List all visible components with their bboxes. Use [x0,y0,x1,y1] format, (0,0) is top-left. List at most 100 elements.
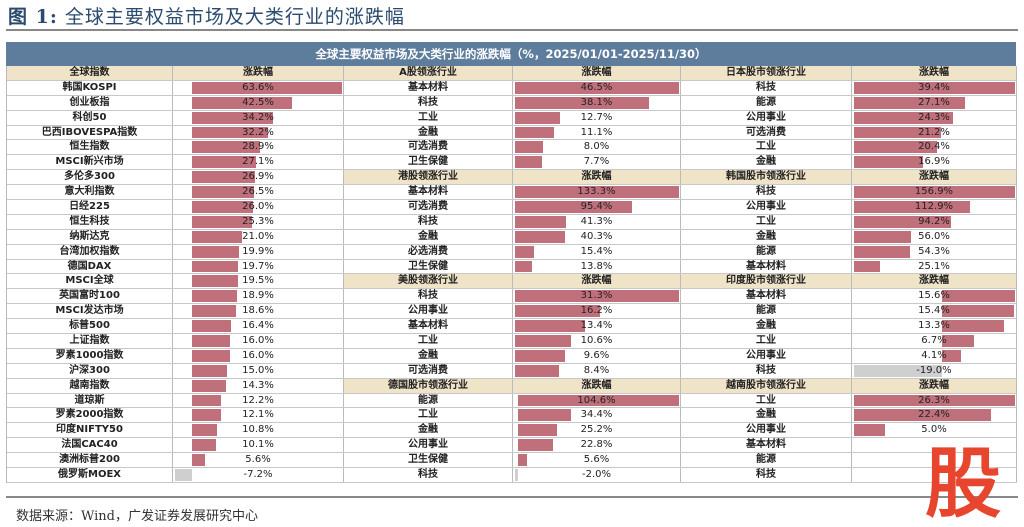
row-value: 11.1% [580,126,613,138]
table-row: 科技 -19.0% [681,363,1017,379]
row-value-cell: -7.2% [173,468,344,482]
row-value-cell: 16.4% [173,319,344,334]
row-value-cell: 56.0% [852,229,1017,244]
positive-bar [191,394,221,407]
row-value-cell: 10.6% [513,334,681,348]
row-value: 10.1% [242,439,274,451]
row-value-cell: 18.9% [173,289,344,304]
section-header: 日本股市领涨行业 [681,66,852,80]
row-value: 31.3% [580,290,613,302]
positive-bar [191,215,252,228]
table-row: 科技 39.4% [681,80,1017,96]
row-value-cell: 16.2% [513,304,681,319]
row-name: 可选消费 [344,140,513,155]
row-value: 26.0% [242,201,274,213]
table-row: 科技 [681,468,1017,483]
row-value: 8.4% [583,364,610,376]
table-row: 卫生保健 7.7% [344,155,681,171]
value-header: 涨跌幅 [173,66,344,80]
value-header: 涨跌幅 [513,170,681,185]
section-header: 越南股市领涨行业 [681,378,852,393]
table-row: 工业 34.4% [344,408,681,424]
row-name: MSCI全球 [7,274,173,289]
table-row: 法国CAC40 10.1% [7,438,344,454]
row-value-cell: 15.4% [852,304,1017,319]
row-value: 63.6% [242,81,274,93]
row-value-cell: 13.3% [852,319,1017,334]
positive-bar [515,290,679,303]
positive-bar [515,349,566,362]
row-value-cell: 34.2% [173,110,344,125]
row-name: 公用事业 [681,200,852,214]
row-name: 金融 [344,229,513,244]
positive-bar [191,439,216,452]
table-row: 能源 54.3% [681,244,1017,260]
row-value: 22.8% [580,439,613,451]
row-value-cell: 38.1% [513,95,681,110]
row-name: 能源 [344,393,513,408]
row-value-cell: 22.8% [513,438,681,453]
table-row: 罗素1000指数 16.0% [7,348,344,364]
row-name: 基本材料 [344,80,513,95]
row-value-cell: 5.0% [852,423,1017,438]
row-name: 道琼斯 [7,393,173,408]
row-value: 15.6% [918,290,950,302]
positive-bar [515,81,679,94]
row-value: 25.3% [242,215,274,227]
value-header: 涨跌幅 [852,170,1017,185]
row-value-cell: 112.9% [852,200,1017,214]
row-value-cell: 27.1% [173,155,344,170]
row-value-cell: 12.1% [173,408,344,423]
row-value-cell: 39.4% [852,80,1017,95]
row-name: 法国CAC40 [7,438,173,453]
positive-bar [518,424,557,437]
row-value: 16.2% [580,305,613,317]
section-header: 全球指数 [7,66,173,80]
row-name: 科创50 [7,110,173,125]
row-name: 越南指数 [7,378,173,393]
row-name: 可选消费 [344,363,513,378]
row-name: 科技 [681,185,852,200]
row-value-cell: 18.6% [173,304,344,319]
row-value: 20.4% [918,141,950,153]
positive-bar [515,305,600,318]
row-value: 15.4% [918,305,950,317]
table-row: 公用事业 4.1% [681,348,1017,364]
source-note: 数据来源：Wind，广发证券发展研究中心 [16,509,258,524]
table-row: 金融 13.3% [681,319,1017,335]
row-value-cell [852,438,1017,453]
positive-bar [515,126,555,139]
positive-bar [854,215,951,228]
table-row: 公用事业 24.3% [681,110,1017,126]
positive-bar [854,245,910,258]
table-row: 工业 94.2% [681,214,1017,230]
row-name: 基本材料 [681,289,852,304]
table-row: 巴西IBOVESPA指数 32.2% [7,125,344,141]
row-value-cell: 26.0% [173,200,344,214]
row-value: 46.5% [580,81,613,93]
row-name: 必选消费 [344,244,513,259]
table-row: 卫生保健 5.6% [344,453,681,469]
row-value-cell: 13.4% [513,319,681,334]
figure-title: 图 1: 全球主要权益市场及大类行业的涨跌幅 [8,6,405,28]
row-value: 10.6% [580,335,613,347]
row-value: 8.0% [583,141,610,153]
row-value: 34.2% [242,111,274,123]
table-row: 科技 38.1% [344,95,681,111]
row-value: 133.3% [577,186,616,198]
table-row: 必选消费 15.4% [344,244,681,260]
positive-bar [191,245,239,258]
table-row: 韩国KOSPI 63.6% [7,80,344,96]
row-name: 韩国KOSPI [7,80,173,95]
positive-bar [191,320,231,333]
row-value: 22.4% [918,409,950,421]
row-name: 卫生保健 [344,259,513,274]
row-value-cell: 15.0% [173,363,344,378]
row-value: 34.4% [580,409,613,421]
row-value-cell: 6.7% [852,334,1017,348]
row-value: 94.2% [918,215,950,227]
row-value-cell: 9.6% [513,348,681,363]
positive-bar [191,201,254,213]
row-value: 14.3% [242,379,274,391]
row-value: 12.1% [242,409,274,421]
